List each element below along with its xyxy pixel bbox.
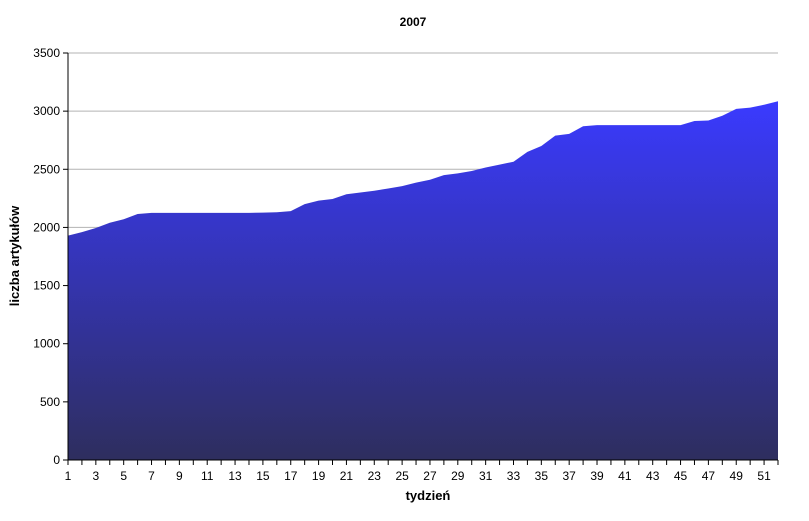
x-tick-label-31: 31	[479, 469, 493, 483]
x-tick-label-43: 43	[646, 469, 660, 483]
x-tick-label-7: 7	[148, 469, 155, 483]
area-fill	[68, 101, 778, 460]
x-tick-label-11: 11	[201, 469, 214, 483]
x-tick-label-21: 21	[340, 469, 354, 483]
x-tick-label-23: 23	[368, 469, 382, 483]
y-tick-label-1000: 1000	[33, 337, 60, 351]
y-tick-label-1500: 1500	[33, 279, 60, 293]
x-tick-label-15: 15	[256, 469, 270, 483]
x-tick-label-33: 33	[507, 469, 521, 483]
y-tick-label-0: 0	[53, 453, 60, 467]
axes	[67, 53, 778, 461]
x-axis-ticks: 1 3 5 7 9 11 13 15 17 19 21 23 25 27 29 31 33 35 37 39 41 43 4…	[65, 460, 779, 483]
y-tick-label-3500: 3500	[33, 46, 60, 60]
x-tick-label-47: 47	[702, 469, 716, 483]
x-tick-label-37: 37	[562, 469, 576, 483]
x-tick-label-45: 45	[674, 469, 688, 483]
x-tick-label-41: 41	[618, 469, 632, 483]
x-tick-label-29: 29	[451, 469, 465, 483]
x-tick-label-19: 19	[312, 469, 326, 483]
x-tick-label-3: 3	[92, 469, 99, 483]
x-tick-label-5: 5	[120, 469, 127, 483]
chart-title: 2007	[400, 15, 427, 29]
x-tick-label-27: 27	[423, 469, 437, 483]
x-tick-label-9: 9	[176, 469, 183, 483]
x-tick-label-35: 35	[535, 469, 549, 483]
y-tick-label-2000: 2000	[33, 220, 60, 234]
y-tick-label-3000: 3000	[33, 104, 60, 118]
y-axis-ticks: 0 500 1000 1500 2000 2500 3000 3500	[33, 46, 68, 467]
x-tick-label-13: 13	[228, 469, 242, 483]
x-tick-label-25: 25	[395, 469, 409, 483]
y-tick-label-500: 500	[40, 395, 60, 409]
x-tick-label-1: 1	[65, 469, 72, 483]
area-series	[68, 101, 778, 460]
x-axis-title: tydzień	[406, 488, 451, 503]
y-axis-title: liczba artykułów	[7, 205, 22, 306]
x-tick-label-39: 39	[590, 469, 604, 483]
x-tick-label-51: 51	[757, 469, 771, 483]
x-tick-label-49: 49	[730, 469, 744, 483]
y-tick-label-2500: 2500	[33, 162, 60, 176]
x-tick-label-17: 17	[284, 469, 298, 483]
